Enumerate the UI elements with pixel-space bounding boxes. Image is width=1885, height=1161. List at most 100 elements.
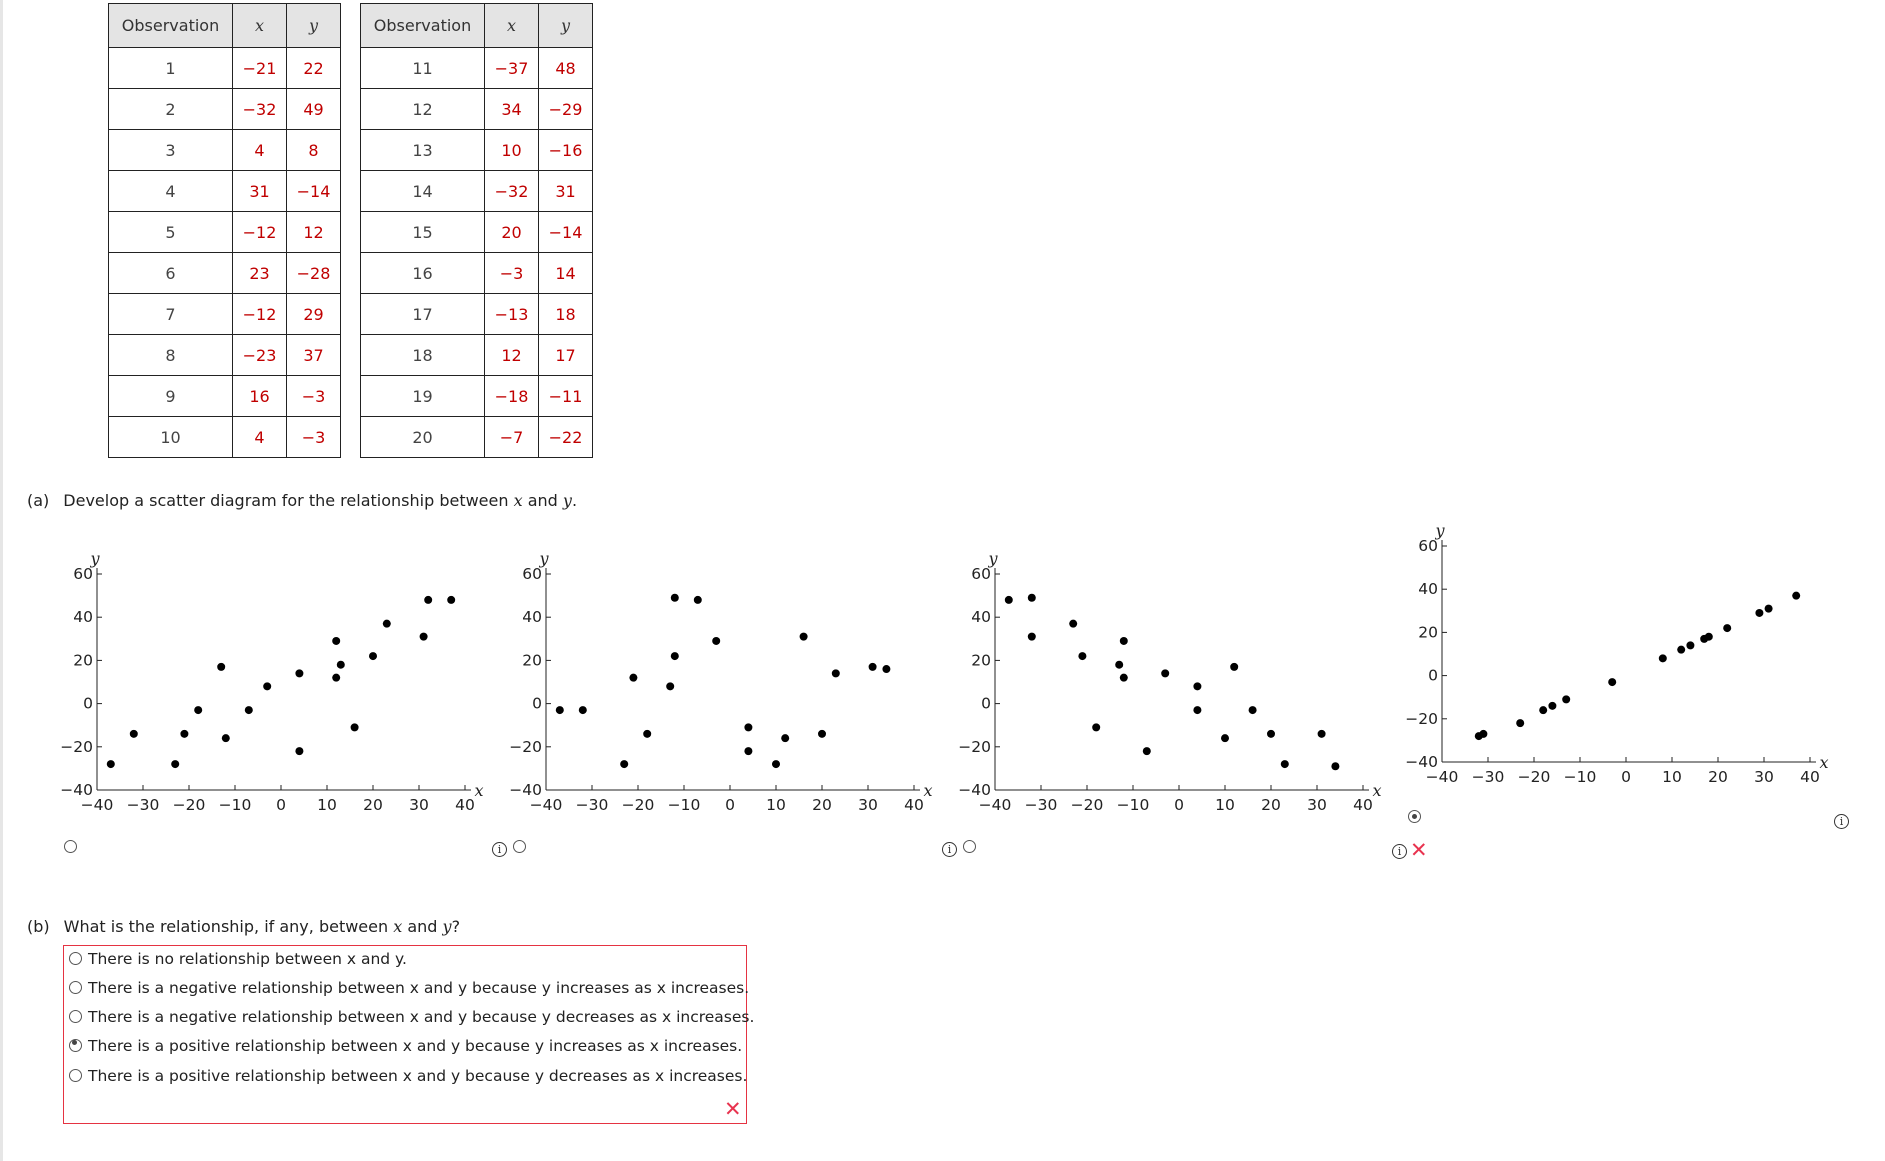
scatter-point <box>882 665 891 674</box>
scatter-point <box>1221 734 1229 743</box>
scatter-point <box>332 636 341 645</box>
observation-cell: 7 <box>108 293 233 335</box>
x-tick-label: 30 <box>1307 796 1327 814</box>
scatter-point <box>332 673 341 682</box>
observation-cell: 5 <box>108 211 233 253</box>
table-row: 10 4 −3 <box>108 416 341 458</box>
option-b-2-label: There is a negative relationship between… <box>88 979 750 997</box>
info-icon[interactable]: i <box>1392 844 1407 859</box>
option-a4-radio[interactable] <box>1408 810 1421 823</box>
x-value-cell: −37 <box>484 47 539 89</box>
scatter-point <box>1027 593 1036 602</box>
scatter-point <box>295 747 304 756</box>
page-left-border <box>0 0 3 1161</box>
y-value-cell: 14 <box>538 252 593 294</box>
table-row: 7 −12 29 <box>108 293 341 335</box>
question-a: (a) Develop a scatter diagram for the rel… <box>27 491 577 510</box>
x-axis-label: x <box>1372 781 1381 800</box>
option-b-1[interactable]: There is no relationship between x and y… <box>69 950 407 970</box>
x-tick-label: −20 <box>173 796 206 814</box>
option-a3-radio[interactable] <box>963 840 976 853</box>
y-tick-label: 60 <box>522 565 542 583</box>
observation-cell: 15 <box>360 211 485 253</box>
x-value-cell: −18 <box>484 375 539 417</box>
radio-icon[interactable] <box>69 1069 82 1082</box>
table-row: 9 16 −3 <box>108 375 341 417</box>
data-table-right: Observation x y 11 −37 48 12 34 −29 13 10 −16 14−… <box>360 3 593 458</box>
x-tick-label: 10 <box>766 796 786 814</box>
question-b-text-2: and <box>402 917 443 936</box>
x-tick-label: 20 <box>363 796 383 814</box>
scatter-point <box>818 729 826 738</box>
radio-icon[interactable] <box>69 1039 82 1052</box>
observation-cell: 16 <box>360 252 485 294</box>
y-axis-label: y <box>987 549 998 568</box>
scatter-point <box>1004 595 1013 604</box>
scatter-point <box>1677 645 1686 654</box>
table-row: 15 20 −14 <box>360 211 593 253</box>
y-tick-label: 60 <box>971 565 991 583</box>
question-b-text-1: What is the relationship, if any, betwee… <box>63 917 394 936</box>
table-row: 12 34 −29 <box>360 88 593 130</box>
x-tick-label: −10 <box>668 796 701 814</box>
scatter-point <box>1723 624 1732 633</box>
radio-icon[interactable] <box>69 952 82 965</box>
scatter-point <box>620 760 629 769</box>
radio-icon[interactable] <box>69 981 82 994</box>
option-b-5[interactable]: There is a positive relationship between… <box>69 1067 747 1087</box>
scatter-point <box>1516 719 1525 728</box>
y-tick-label: 0 <box>532 695 542 713</box>
info-icon[interactable]: i <box>492 842 507 857</box>
scatter-point <box>643 729 652 738</box>
scatter-point <box>244 706 253 715</box>
option-b-4[interactable]: There is a positive relationship between… <box>69 1037 742 1057</box>
y-tick-label: 0 <box>1428 667 1438 685</box>
option-b-3[interactable]: There is a negative relationship between… <box>69 1008 754 1028</box>
x-tick-label: 20 <box>1708 768 1728 786</box>
y-value-cell: −14 <box>286 170 341 212</box>
x-tick-label: 20 <box>812 796 832 814</box>
question-b-label: (b) <box>27 917 50 936</box>
x-tick-label: 30 <box>858 796 878 814</box>
option-a1-radio[interactable] <box>64 840 77 853</box>
x-tick-label: 40 <box>455 796 475 814</box>
x-tick-label: 0 <box>1621 768 1631 786</box>
x-tick-label: −30 <box>1025 796 1058 814</box>
x-tick-label: −40 <box>81 796 114 814</box>
observation-cell: 1 <box>108 47 233 89</box>
scatter-point <box>129 729 138 738</box>
question-a-label: (a) <box>27 491 50 510</box>
info-icon[interactable]: i <box>942 842 957 857</box>
y-tick-label: −20 <box>509 738 542 756</box>
scatter-point <box>1562 695 1571 704</box>
y-value-cell: 37 <box>286 334 341 376</box>
x-tick-label: −40 <box>1426 768 1459 786</box>
header-y: y <box>538 3 593 48</box>
scatter-point <box>221 734 230 743</box>
x-value-cell: −21 <box>232 47 287 89</box>
x-value-cell: −23 <box>232 334 287 376</box>
x-axis-label: x <box>1819 753 1828 772</box>
scatter-point <box>1230 662 1239 671</box>
info-icon[interactable]: i <box>1834 814 1849 829</box>
observation-cell: 12 <box>360 88 485 130</box>
answer-box-b: There is no relationship between x and y… <box>63 945 754 1124</box>
x-tick-label: −10 <box>1564 768 1597 786</box>
table-row: 5 −12 12 <box>108 211 341 253</box>
observation-cell: 14 <box>360 170 485 212</box>
data-table-left: Observation x y 1 −21 22 2 −32 49 3 4 8 4 31 −14 5 −1… <box>108 3 341 458</box>
y-value-cell: −3 <box>286 375 341 417</box>
y-tick-label: −20 <box>60 738 93 756</box>
observation-cell: 6 <box>108 252 233 294</box>
scatter-point <box>336 660 345 669</box>
option-b-2[interactable]: There is a negative relationship between… <box>69 979 749 999</box>
radio-icon[interactable] <box>69 1010 82 1023</box>
option-a2-radio[interactable] <box>513 840 526 853</box>
scatter-point <box>350 723 359 732</box>
x-tick-label: 0 <box>725 796 735 814</box>
scatter-point <box>693 595 702 604</box>
scatter-point <box>295 669 304 678</box>
incorrect-x-icon: ✕ <box>1410 838 1428 862</box>
x-tick-label: 10 <box>1215 796 1235 814</box>
y-value-cell: 49 <box>286 88 341 130</box>
